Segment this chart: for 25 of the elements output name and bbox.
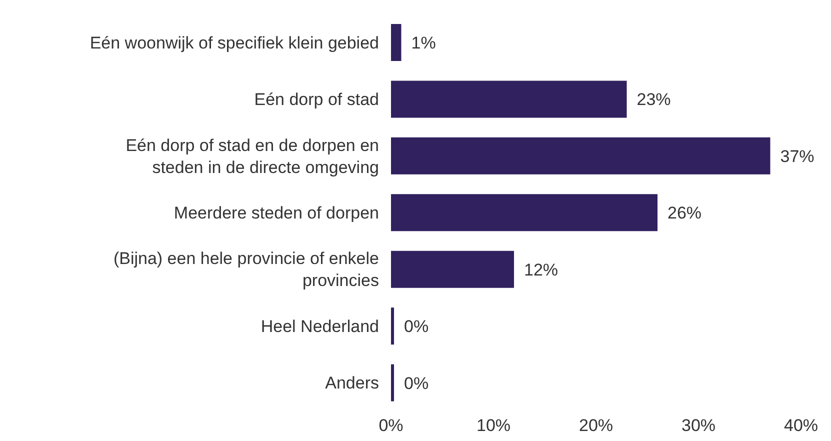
bar — [391, 137, 770, 174]
y-tick-label: (Bijna) een hele provincie of enkele provincies — [113, 248, 379, 290]
y-tick-label: Eén dorp of stad — [254, 90, 379, 109]
data-label: 37% — [780, 146, 814, 166]
y-tick-label: Meerdere steden of dorpen — [174, 203, 379, 222]
data-label: 0% — [404, 317, 429, 336]
y-tick-label: Eén dorp of stad en de dorpen en steden in de directe omgeving — [126, 135, 379, 176]
bar — [391, 194, 658, 232]
data-label: 23% — [636, 90, 671, 110]
x-tick-label: 20% — [578, 416, 614, 436]
data-label: 12% — [524, 260, 558, 280]
x-tick-label: 40% — [784, 416, 818, 436]
x-tick-label: 30% — [681, 416, 716, 436]
y-tick-label: Heel Nederland — [260, 316, 379, 336]
y-tick-label: Eén woonwijk of specifiek klein gebied — [90, 32, 379, 52]
y-tick-label: Anders — [325, 373, 379, 392]
bar — [391, 364, 394, 402]
data-label: 26% — [668, 204, 702, 223]
x-tick-label: 0% — [378, 416, 404, 436]
bar — [391, 308, 394, 345]
data-label: 0% — [404, 374, 429, 393]
data-label: 1% — [411, 34, 436, 53]
bar — [391, 80, 627, 118]
bar — [391, 250, 514, 288]
x-tick-label: 10% — [476, 416, 511, 436]
